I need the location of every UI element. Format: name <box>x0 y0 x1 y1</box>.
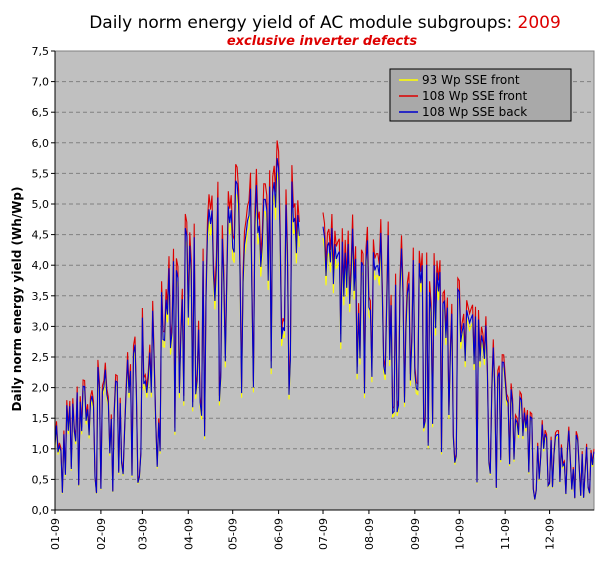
chart-title: Daily norm energy yield of AC module sub… <box>89 13 561 33</box>
series-group <box>54 140 595 501</box>
y-tick-label: 4,5 <box>32 229 50 242</box>
x-tick-label: 06-09 <box>273 518 286 550</box>
x-tick-label: 07-09 <box>317 518 330 550</box>
y-axis-label: Daily norm energy yield (Wh/Wp) <box>10 187 24 412</box>
legend-label: 108 Wp SSE front <box>422 89 527 103</box>
series-line <box>54 158 595 500</box>
legend: 93 Wp SSE front 108 Wp SSE front 108 Wp SS… <box>389 68 572 122</box>
x-tick-label: 10-09 <box>453 518 466 550</box>
y-tick-label: 5,0 <box>32 198 50 211</box>
y-tick-label: 6,0 <box>32 137 50 150</box>
x-tick-label: 05-09 <box>227 518 240 550</box>
legend-label: 93 Wp SSE front <box>422 73 520 87</box>
y-tick-label: 3,0 <box>32 320 50 333</box>
y-tick-label: 1,5 <box>32 412 50 425</box>
y-tick-label: 2,0 <box>32 382 50 395</box>
y-tick-label: 6,5 <box>32 106 50 119</box>
chart-title-year: 2009 <box>518 13 561 33</box>
x-tick-label: 03-09 <box>136 518 149 550</box>
legend-box <box>389 68 572 122</box>
y-tick-label: 1,0 <box>32 443 50 456</box>
chart-subtitle: exclusive inverter defects <box>227 34 418 49</box>
x-tick-label: 09-09 <box>409 518 422 550</box>
y-tick-label: 2,5 <box>32 351 50 364</box>
y-tick-label: 7,5 <box>32 45 50 58</box>
x-tick-label: 04-09 <box>182 518 195 550</box>
axes: 0,0 0,5 1,0 1,5 2,0 2,5 3,0 3,5 4,0 4,5 5,0 5,5 6,0 6… <box>32 45 594 550</box>
x-tick-label: 01-09 <box>49 518 62 550</box>
y-tick-label: 7,0 <box>32 76 50 89</box>
x-tick-label: 11-09 <box>499 518 512 550</box>
legend-label: 108 Wp SSE back <box>422 105 527 119</box>
x-tick-label: 12-09 <box>544 518 557 550</box>
x-tick-label: 08-09 <box>363 518 376 550</box>
y-tick-label: 5,5 <box>32 167 50 180</box>
y-tick-label: 4,0 <box>32 259 50 272</box>
y-tick-label: 0,5 <box>32 473 50 486</box>
x-tick-label: 02-09 <box>95 518 108 550</box>
y-tick-label: 3,5 <box>32 290 50 303</box>
plot-area <box>54 50 595 511</box>
y-tick-label: 0,0 <box>32 504 50 517</box>
